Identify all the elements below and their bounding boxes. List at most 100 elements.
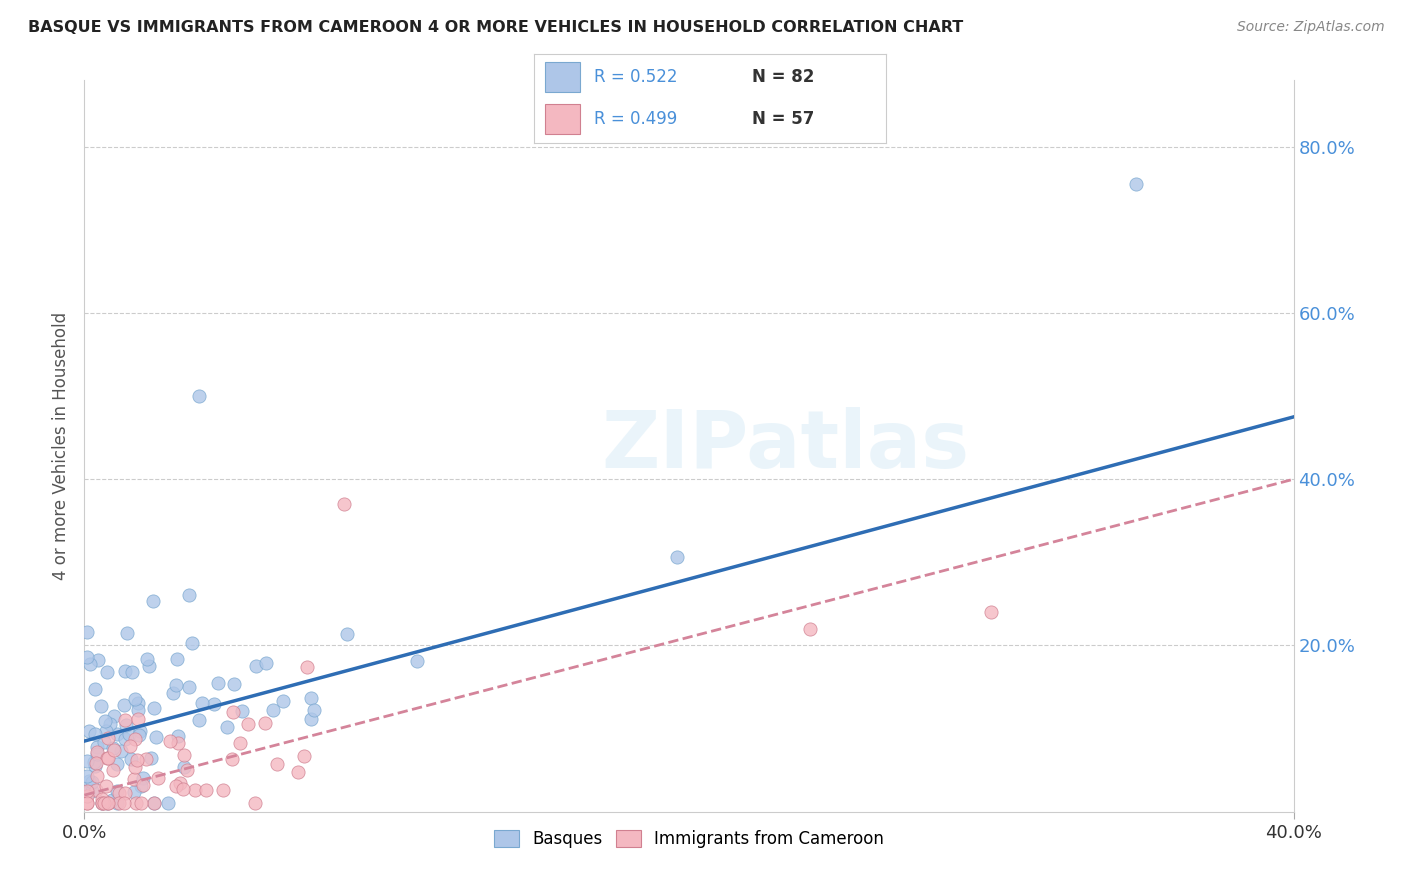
Point — [166, 729, 188, 743]
Point — [143, 797, 166, 811]
FancyBboxPatch shape — [544, 62, 581, 92]
Point — [229, 735, 252, 749]
Point — [94, 779, 117, 793]
Point — [212, 782, 235, 797]
Point — [77, 785, 100, 799]
Point — [94, 724, 117, 739]
Point — [107, 727, 129, 741]
Point — [135, 752, 157, 766]
Point — [100, 717, 122, 731]
Point — [79, 773, 101, 788]
Point — [139, 751, 162, 765]
Point — [101, 793, 124, 807]
Point — [84, 756, 107, 770]
Point — [336, 627, 359, 641]
Point — [157, 797, 180, 811]
Point — [96, 797, 118, 811]
Point — [202, 697, 225, 711]
Y-axis label: 4 or more Vehicles in Household: 4 or more Vehicles in Household — [52, 312, 70, 580]
Point — [120, 752, 142, 766]
Point — [76, 624, 98, 639]
Point — [83, 727, 105, 741]
Point — [93, 735, 115, 749]
Point — [84, 783, 107, 797]
Point — [173, 748, 195, 763]
Point — [76, 650, 98, 665]
Point — [262, 703, 284, 717]
Point — [146, 771, 169, 785]
Point — [112, 797, 135, 811]
Point — [103, 708, 125, 723]
Point — [128, 728, 150, 742]
Point — [115, 626, 138, 640]
Point — [79, 657, 101, 672]
Point — [114, 786, 136, 800]
Point — [96, 797, 118, 811]
Point — [127, 703, 149, 717]
Point — [271, 693, 294, 707]
Point — [112, 698, 135, 712]
Point — [188, 713, 211, 727]
Point — [191, 696, 214, 710]
Point — [125, 797, 148, 811]
Point — [105, 797, 128, 811]
Point — [143, 797, 166, 811]
Point — [256, 656, 278, 670]
Point — [299, 690, 322, 705]
Point — [304, 703, 326, 717]
Point — [333, 497, 356, 511]
Point — [107, 797, 129, 811]
Point — [159, 733, 181, 747]
Point — [138, 658, 160, 673]
Point — [76, 769, 98, 783]
Point — [97, 797, 120, 811]
Point — [91, 797, 114, 811]
Point — [131, 771, 153, 785]
Point — [162, 685, 184, 699]
Text: Source: ZipAtlas.com: Source: ZipAtlas.com — [1237, 20, 1385, 34]
Point — [129, 797, 152, 811]
Point — [177, 680, 200, 694]
Point — [86, 747, 108, 761]
Point — [124, 731, 146, 746]
Point — [76, 797, 98, 811]
Point — [173, 760, 195, 774]
Point — [665, 550, 688, 565]
Text: R = 0.499: R = 0.499 — [593, 110, 678, 128]
Point — [124, 772, 146, 786]
Point — [299, 712, 322, 726]
Point — [207, 676, 229, 690]
Point — [114, 713, 136, 727]
Point — [215, 720, 238, 734]
Point — [980, 605, 1002, 619]
Text: N = 57: N = 57 — [752, 110, 814, 128]
Point — [91, 797, 114, 811]
Text: BASQUE VS IMMIGRANTS FROM CAMEROON 4 OR MORE VEHICLES IN HOUSEHOLD CORRELATION C: BASQUE VS IMMIGRANTS FROM CAMEROON 4 OR … — [28, 20, 963, 35]
Point — [132, 778, 155, 792]
Point — [114, 732, 136, 747]
Point — [86, 739, 108, 754]
Point — [166, 651, 188, 665]
Point — [136, 652, 159, 666]
Point — [129, 724, 152, 739]
Point — [184, 782, 207, 797]
Point — [121, 665, 143, 679]
Point — [245, 659, 267, 673]
Point — [188, 389, 211, 403]
Point — [76, 797, 98, 811]
Legend: Basques, Immigrants from Cameroon: Basques, Immigrants from Cameroon — [488, 823, 890, 855]
Point — [84, 681, 107, 696]
Text: ZIPatlas: ZIPatlas — [602, 407, 970, 485]
Point — [114, 664, 136, 678]
Point — [287, 764, 309, 779]
Point — [101, 740, 124, 755]
Point — [76, 789, 98, 803]
Point — [105, 784, 128, 798]
Point — [96, 751, 118, 765]
Point — [295, 660, 318, 674]
Point — [97, 751, 120, 765]
Point — [127, 712, 149, 726]
Point — [86, 769, 108, 783]
Point — [165, 779, 187, 793]
Point — [222, 705, 245, 719]
